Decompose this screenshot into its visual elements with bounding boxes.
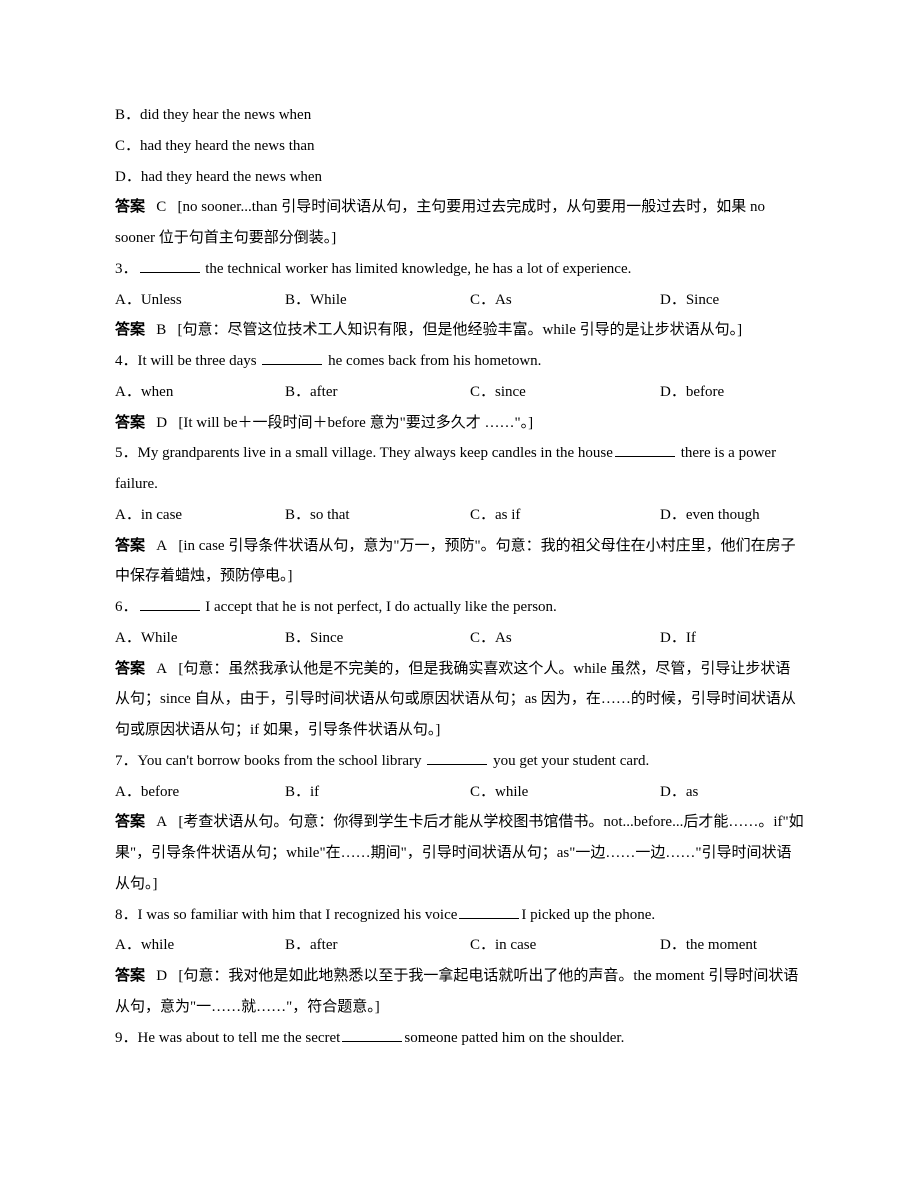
option-d: D．If: [660, 623, 805, 654]
option-b: B．after: [285, 377, 470, 408]
answer-label: 答案: [115, 199, 145, 215]
answer-explanation: [句意：我对他是如此地熟悉以至于我一拿起电话就听出了他的声音。the momen…: [115, 968, 798, 1015]
answer-explanation: [句意：虽然我承认他是不完美的，但是我确实喜欢这个人。while 虽然，尽管，引…: [115, 661, 796, 739]
answer-letter: A: [156, 814, 167, 830]
option-c: C．as if: [470, 500, 660, 531]
answer-label: 答案: [115, 415, 145, 431]
answer-block: 答案 D [It will be＋一段时间＋before 意为"要过多久才 ………: [115, 408, 805, 439]
option-b: B．if: [285, 777, 470, 808]
option-c: C．As: [470, 623, 660, 654]
answer-letter: D: [156, 968, 167, 984]
answer-label: 答案: [115, 814, 145, 830]
answer-block: 答案 A [考查状语从句。句意：你得到学生卡后才能从学校图书馆借书。not...…: [115, 807, 805, 899]
option-d: D．before: [660, 377, 805, 408]
answer-label: 答案: [115, 538, 145, 554]
options-row: A．While B．Since C．As D．If: [115, 623, 805, 654]
option-c: C．As: [470, 285, 660, 316]
answer-letter: A: [156, 661, 167, 677]
answer-explanation: [no sooner...than 引导时间状语从句，主句要用过去完成时，从句要…: [115, 199, 765, 246]
blank: [140, 260, 200, 273]
option-a: A．when: [115, 377, 285, 408]
options-row: A．while B．after C．in case D．the moment: [115, 930, 805, 961]
option-b: B．so that: [285, 500, 470, 531]
stem-suffix: I accept that he is not perfect, I do ac…: [202, 599, 557, 615]
question-3: 3． the technical worker has limited know…: [115, 254, 805, 346]
option-d-line: D．had they heard the news when: [115, 162, 805, 193]
stem-prefix: 6．: [115, 599, 138, 615]
answer-letter: A: [156, 538, 167, 554]
stem-prefix: 4．It will be three days: [115, 353, 260, 369]
answer-block: 答案 C [no sooner...than 引导时间状语从句，主句要用过去完成…: [115, 192, 805, 254]
stem-suffix: I picked up the phone.: [521, 907, 655, 923]
answer-block: 答案 D [句意：我对他是如此地熟悉以至于我一拿起电话就听出了他的声音。the …: [115, 961, 805, 1023]
answer-explanation: [句意：尽管这位技术工人知识有限，但是他经验丰富。while 引导的是让步状语从…: [178, 322, 743, 338]
question-stem: 4．It will be three days he comes back fr…: [115, 346, 805, 377]
stem-suffix: you get your student card.: [489, 753, 649, 769]
question-stem: 5．My grandparents live in a small villag…: [115, 438, 805, 500]
stem-prefix: 8．I was so familiar with him that I reco…: [115, 907, 457, 923]
answer-label: 答案: [115, 968, 145, 984]
options-row: A．when B．after C．since D．before: [115, 377, 805, 408]
stem-suffix: someone patted him on the shoulder.: [404, 1030, 624, 1046]
options-row: A．Unless B．While C．As D．Since: [115, 285, 805, 316]
option-a: A．While: [115, 623, 285, 654]
answer-label: 答案: [115, 661, 145, 677]
answer-explanation: [考查状语从句。句意：你得到学生卡后才能从学校图书馆借书。not...befor…: [115, 814, 804, 892]
question-5: 5．My grandparents live in a small villag…: [115, 438, 805, 592]
option-a: A．Unless: [115, 285, 285, 316]
stem-suffix: the technical worker has limited knowled…: [202, 261, 632, 277]
option-a: A．before: [115, 777, 285, 808]
answer-label: 答案: [115, 322, 145, 338]
question-stem: 3． the technical worker has limited know…: [115, 254, 805, 285]
question-7: 7．You can't borrow books from the school…: [115, 746, 805, 900]
blank: [140, 598, 200, 611]
question-stem: 8．I was so familiar with him that I reco…: [115, 900, 805, 931]
question-2: B．did they hear the news when C．had they…: [115, 100, 805, 254]
question-8: 8．I was so familiar with him that I reco…: [115, 900, 805, 1023]
option-a: A．while: [115, 930, 285, 961]
blank: [262, 352, 322, 365]
question-stem: 9．He was about to tell me the secret some…: [115, 1023, 805, 1054]
options-row: A．in case B．so that C．as if D．even thoug…: [115, 500, 805, 531]
option-c: C．since: [470, 377, 660, 408]
answer-explanation: [in case 引导条件状语从句，意为"万一，预防"。句意：我的祖父母住在小村…: [115, 538, 796, 585]
stem-prefix: 3．: [115, 261, 138, 277]
stem-prefix: 7．You can't borrow books from the school…: [115, 753, 425, 769]
stem-suffix: he comes back from his hometown.: [324, 353, 541, 369]
answer-letter: B: [156, 322, 166, 338]
blank: [459, 906, 519, 919]
blank: [427, 752, 487, 765]
blank: [615, 445, 675, 458]
options-row: A．before B．if C．while D．as: [115, 777, 805, 808]
answer-letter: C: [156, 199, 166, 215]
option-c: C．while: [470, 777, 660, 808]
answer-block: 答案 A [句意：虽然我承认他是不完美的，但是我确实喜欢这个人。while 虽然…: [115, 654, 805, 746]
option-d: D．Since: [660, 285, 805, 316]
question-4: 4．It will be three days he comes back fr…: [115, 346, 805, 438]
option-c-line: C．had they heard the news than: [115, 131, 805, 162]
blank: [342, 1029, 402, 1042]
option-b: B．Since: [285, 623, 470, 654]
option-a: A．in case: [115, 500, 285, 531]
answer-letter: D: [156, 415, 167, 431]
question-6: 6． I accept that he is not perfect, I do…: [115, 592, 805, 746]
question-9: 9．He was about to tell me the secret some…: [115, 1023, 805, 1054]
stem-prefix: 9．He was about to tell me the secret: [115, 1030, 340, 1046]
question-stem: 7．You can't borrow books from the school…: [115, 746, 805, 777]
option-c: C．in case: [470, 930, 660, 961]
answer-block: 答案 B [句意：尽管这位技术工人知识有限，但是他经验丰富。while 引导的是…: [115, 315, 805, 346]
answer-explanation: [It will be＋一段时间＋before 意为"要过多久才 ……"。]: [178, 415, 533, 431]
answer-block: 答案 A [in case 引导条件状语从句，意为"万一，预防"。句意：我的祖父…: [115, 531, 805, 593]
option-d: D．as: [660, 777, 805, 808]
question-stem: 6． I accept that he is not perfect, I do…: [115, 592, 805, 623]
option-b-line: B．did they hear the news when: [115, 100, 805, 131]
option-b: B．after: [285, 930, 470, 961]
option-d: D．even though: [660, 500, 805, 531]
stem-prefix: 5．My grandparents live in a small villag…: [115, 445, 613, 461]
option-b: B．While: [285, 285, 470, 316]
option-d: D．the moment: [660, 930, 805, 961]
